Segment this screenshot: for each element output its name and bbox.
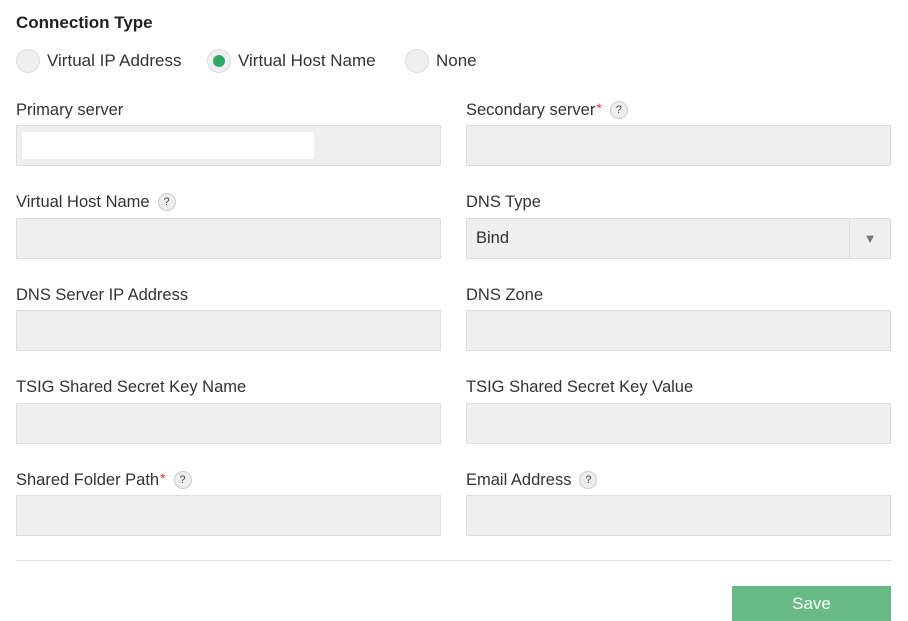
required-marker: * <box>596 100 602 116</box>
dns-zone-label: DNS Zone <box>466 285 544 304</box>
virtual-host-name-label: Virtual Host Name? <box>16 192 176 212</box>
required-marker: * <box>160 470 166 486</box>
secondary-server-label: Secondary server *? <box>466 100 628 120</box>
autofill-box <box>22 132 314 159</box>
shared-folder-path-label: Shared Folder Path *? <box>16 470 192 490</box>
tsig-key-value-label: TSIG Shared Secret Key Value <box>466 377 694 396</box>
dns-server-ip-label: DNS Server IP Address <box>16 285 189 304</box>
primary-server-label: Primary server <box>16 100 124 119</box>
radio-circle <box>16 49 40 73</box>
radio-label: None <box>436 51 477 70</box>
tsig-key-name-label: TSIG Shared Secret Key Name <box>16 377 247 396</box>
radio-none[interactable]: None <box>405 48 477 74</box>
radio-virtual-host-name[interactable]: Virtual Host Name <box>207 48 376 74</box>
email-address-input[interactable] <box>466 495 891 536</box>
dns-server-ip-input[interactable] <box>16 310 441 351</box>
section-title: Connection Type <box>16 13 153 32</box>
email-address-label: Email Address? <box>466 470 598 490</box>
dns-type-value: Bind <box>476 229 510 247</box>
dns-type-label: DNS Type <box>466 192 541 211</box>
help-icon[interactable]: ? <box>157 193 176 211</box>
primary-server-input[interactable] <box>16 125 441 166</box>
help-icon[interactable]: ? <box>579 471 598 489</box>
virtual-host-name-input[interactable] <box>16 218 441 259</box>
dropdown-arrow-icon[interactable]: ▼ <box>849 219 890 258</box>
radio-virtual-ip[interactable]: Virtual IP Address <box>16 48 182 74</box>
help-icon[interactable]: ? <box>173 471 192 489</box>
dns-type-select[interactable]: Bind ▼ <box>466 218 891 259</box>
radio-circle <box>405 49 429 73</box>
radio-circle <box>207 49 231 73</box>
radio-label: Virtual IP Address <box>47 51 182 70</box>
save-button[interactable]: Save <box>732 586 891 621</box>
divider <box>16 560 891 561</box>
tsig-key-value-input[interactable] <box>466 403 891 444</box>
radio-label: Virtual Host Name <box>238 51 376 70</box>
dns-zone-input[interactable] <box>466 310 891 351</box>
help-icon[interactable]: ? <box>609 101 628 119</box>
shared-folder-path-input[interactable] <box>16 495 441 536</box>
tsig-key-name-input[interactable] <box>16 403 441 444</box>
radio-selected-dot <box>213 55 225 67</box>
secondary-server-input[interactable] <box>466 125 891 166</box>
